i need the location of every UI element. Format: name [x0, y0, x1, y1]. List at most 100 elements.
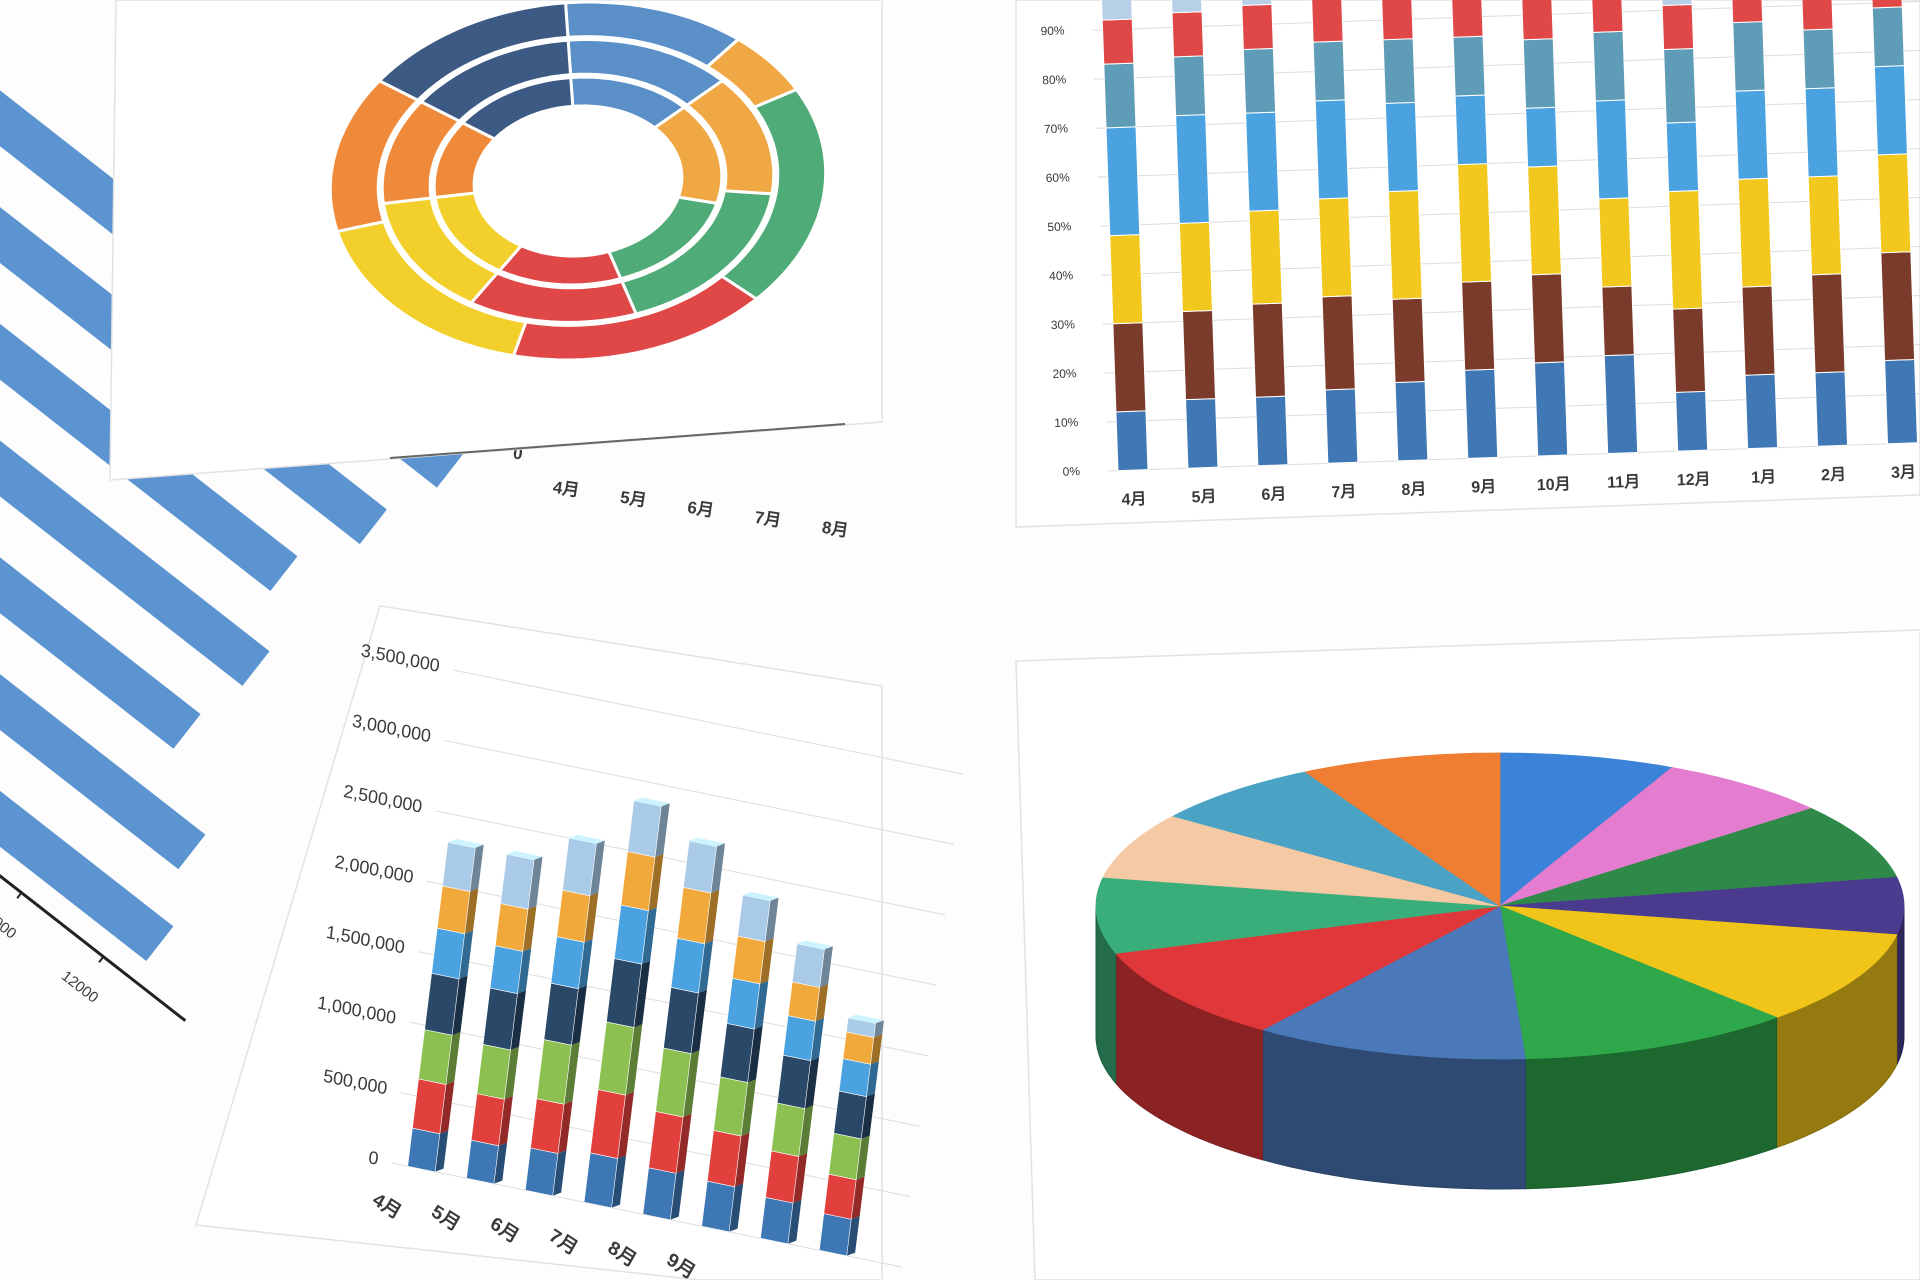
bar-segment: [1175, 114, 1210, 224]
bar-segment: [436, 885, 471, 935]
bar-segment: [1240, 0, 1273, 6]
bar-segment: [550, 936, 585, 990]
bar-segment: [701, 1180, 736, 1233]
bar-segment: [1312, 40, 1346, 102]
bar-segment: [765, 1150, 800, 1204]
pie-slice: [1172, 771, 1501, 907]
y-tick-label: 0: [367, 1147, 379, 1169]
bar-segment: [489, 945, 524, 995]
bar-side: [633, 960, 651, 1028]
pie-slice: [1102, 815, 1501, 907]
grid-line: [1107, 441, 1920, 472]
bar: [0, 447, 206, 870]
bar-segment: [627, 800, 662, 858]
bar-segment: [1663, 47, 1697, 124]
x-tick-label: 10月: [1537, 475, 1571, 494]
bar-segment: [1732, 21, 1766, 92]
bar-side: [804, 1057, 820, 1109]
bar-segment: [1521, 0, 1554, 41]
bar-side: [734, 1132, 750, 1187]
bar-segment: [1884, 358, 1919, 445]
bar-side: [846, 1215, 860, 1256]
bar-segment: [1101, 18, 1135, 65]
bar-segment: [1394, 380, 1429, 462]
bar-side: [856, 1135, 870, 1180]
pie-slice: [1499, 752, 1673, 907]
bar-side: [861, 1093, 875, 1139]
bar-segment: [1668, 190, 1704, 310]
bar-segment: [1321, 295, 1356, 391]
bar-segment: [1741, 285, 1776, 376]
bar-segment: [1318, 197, 1353, 298]
bar-side: [504, 1046, 519, 1100]
bar-segment: [1802, 28, 1836, 90]
bar-segment: [670, 937, 705, 994]
tick-mark: [98, 956, 105, 963]
bar-segment: [833, 1090, 867, 1140]
bar-segment: [1311, 0, 1344, 43]
bar-side: [445, 1032, 461, 1085]
bar-segment: [782, 1015, 816, 1062]
bar-segment: [828, 1132, 862, 1181]
bar-segment: [1807, 175, 1843, 276]
bar-top: [848, 1014, 884, 1024]
bar-side: [740, 1079, 757, 1136]
sheet: [195, 605, 883, 1280]
bar-segment: [1601, 285, 1635, 357]
bar-side: [690, 989, 707, 1054]
bar-side: [729, 1183, 744, 1232]
bar-side: [552, 1150, 567, 1196]
bar-segment: [1381, 0, 1414, 41]
bar-side: [759, 938, 774, 984]
bar-segment: [1592, 30, 1626, 102]
bar-segment: [1737, 177, 1773, 288]
grid-line: [444, 739, 955, 845]
y-tick-label: 0%: [1062, 464, 1080, 479]
bar-segment: [1665, 121, 1700, 193]
bar-segment: [476, 1044, 511, 1100]
bar-side: [439, 1081, 455, 1134]
bar-side: [464, 888, 479, 934]
y-tick-label: 70%: [1044, 121, 1069, 136]
x-tick-label: 3月: [1891, 463, 1917, 482]
bar-segment: [1730, 0, 1764, 24]
pie-slice: [1499, 905, 1898, 1018]
grid-line: [1101, 245, 1920, 276]
donut-segment: [418, 38, 573, 124]
bar-segment: [1464, 368, 1499, 459]
bar-segment: [1173, 55, 1207, 117]
bar-side: [459, 930, 474, 979]
bar-segment: [530, 1098, 565, 1154]
y-tick-label: 60%: [1045, 170, 1070, 185]
bar-segment: [1814, 371, 1849, 447]
x-tick-label: 12月: [1676, 470, 1710, 489]
bar-side: [792, 1153, 808, 1204]
bar-segment: [1185, 398, 1219, 469]
bar-segment: [1672, 307, 1707, 393]
bar-segment: [1241, 3, 1274, 51]
bar-segment: [1661, 3, 1695, 51]
bar-top: [796, 940, 833, 950]
donut-chart: [328, 0, 828, 362]
bar-segment: [1109, 234, 1144, 325]
x-tick-label: 5月: [1191, 487, 1217, 506]
bar-side: [641, 907, 657, 965]
bar-segment: [1181, 309, 1217, 401]
bar-segment: [1254, 395, 1289, 467]
bar-side: [815, 984, 829, 1022]
bar-segment: [1800, 0, 1834, 31]
bar-segment: [1873, 65, 1908, 156]
bar-segment: [1533, 361, 1569, 457]
x-tick-label: 6月: [686, 498, 715, 521]
donut-segment: [460, 75, 575, 141]
grid-line: [1092, 0, 1920, 31]
bar-side: [498, 1096, 513, 1146]
bar-side: [710, 843, 726, 894]
x-tick-label: 8月: [821, 518, 850, 541]
bar-side: [564, 1041, 580, 1105]
bar-segment: [760, 1196, 794, 1245]
bar-segment: [1675, 390, 1709, 452]
x-tick-label: 6月: [1261, 485, 1287, 504]
